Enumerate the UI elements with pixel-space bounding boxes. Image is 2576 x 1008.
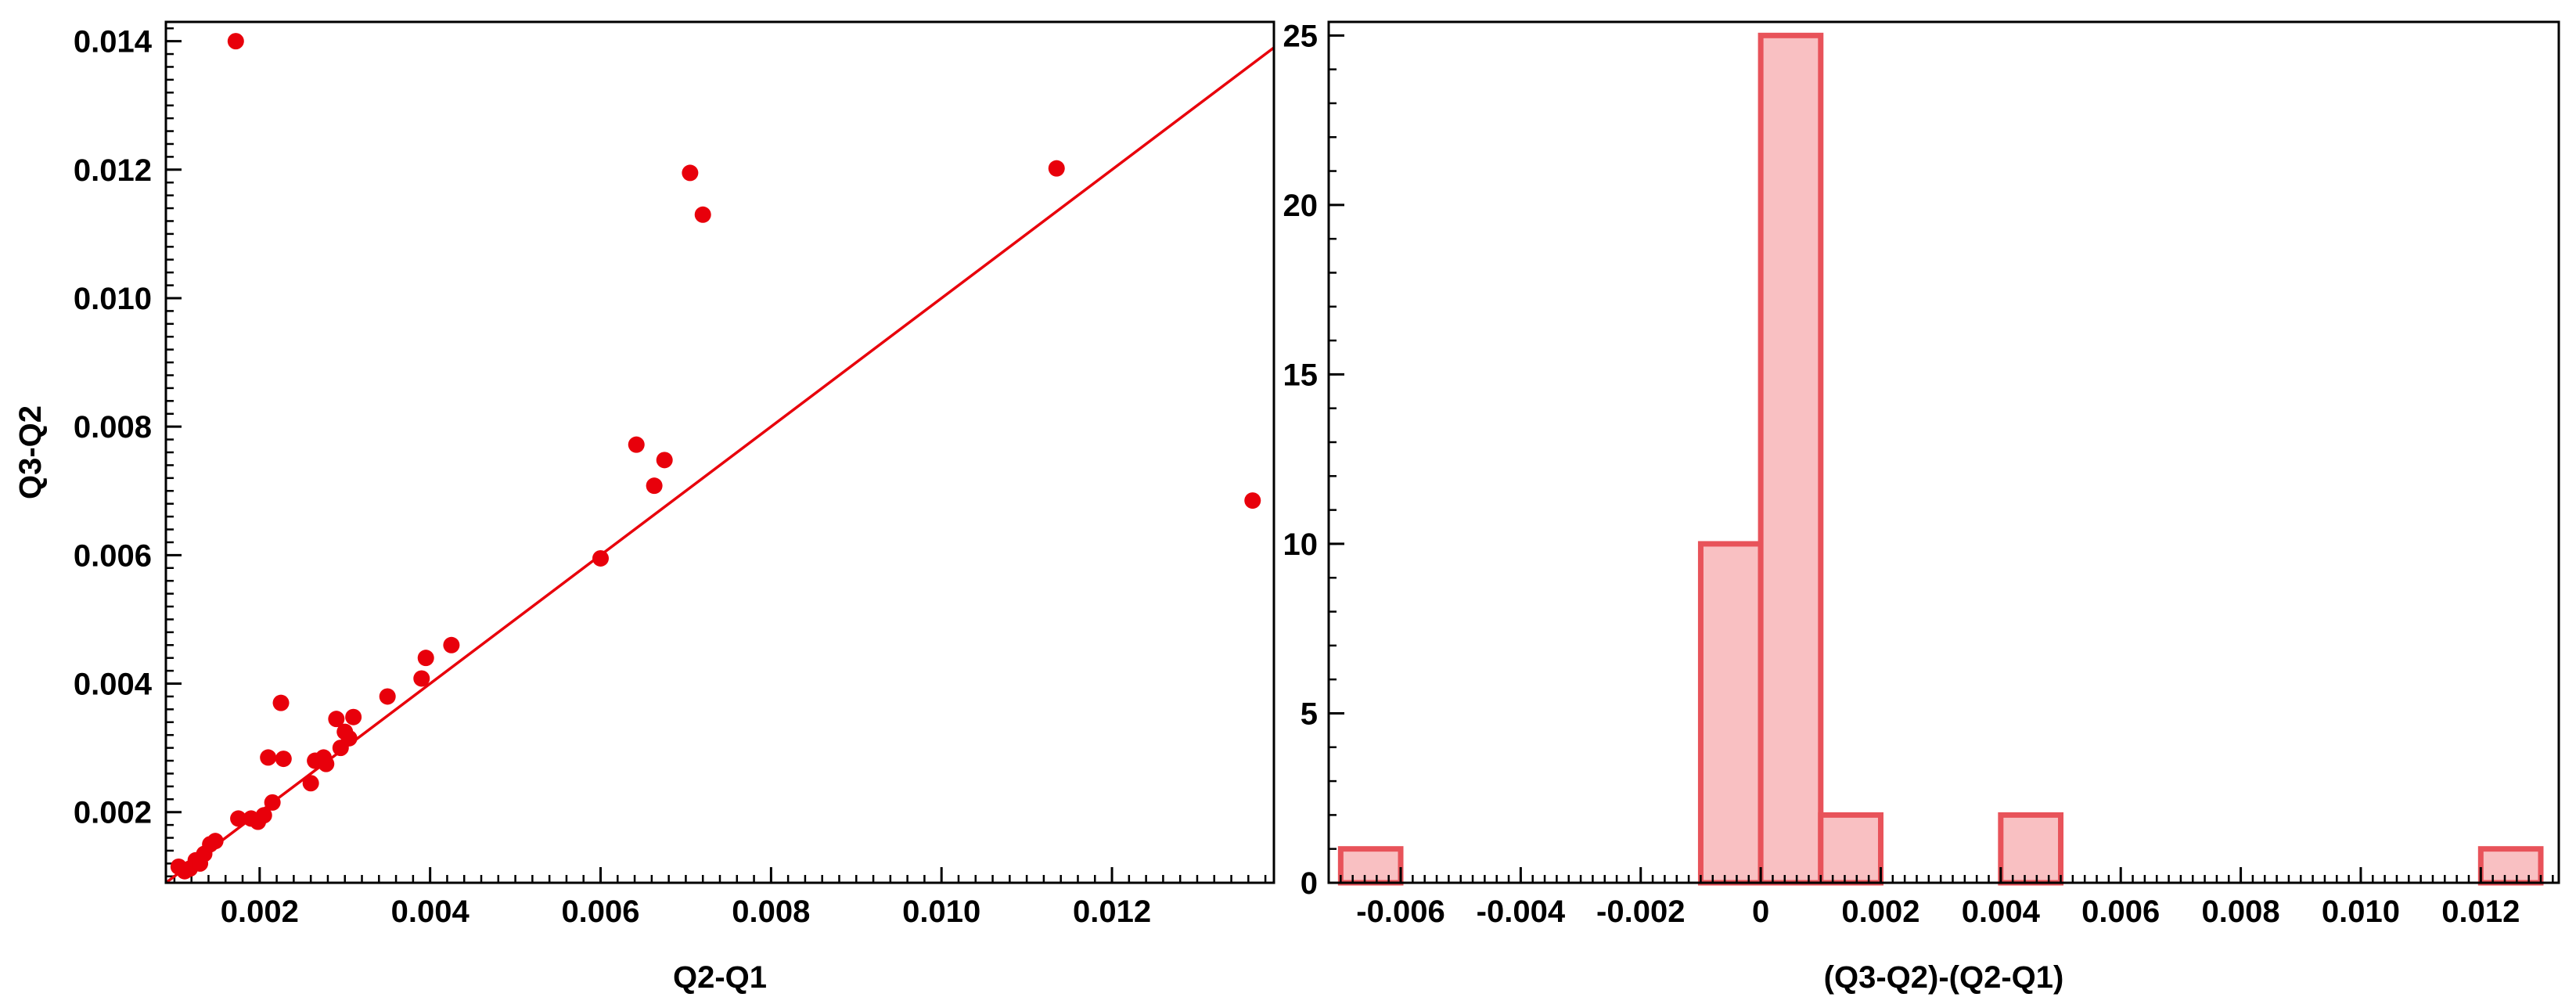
scatter-point (230, 810, 247, 827)
scatter-point (227, 33, 244, 50)
histogram-x-tick-label: 0.006 (2081, 895, 2160, 929)
scatter-ticks (166, 27, 1267, 883)
scatter-y-tick-label: 0.006 (74, 538, 152, 573)
scatter-point (255, 807, 272, 824)
histogram-x-tick-label: 0.010 (2322, 895, 2400, 929)
histogram-y-tick-label: 25 (1283, 19, 1319, 53)
scatter-point (682, 164, 699, 182)
scatter-point (1244, 492, 1261, 509)
scatter-x-tick-label: 0.006 (561, 895, 639, 929)
scatter-y-tick-label: 0.002 (74, 796, 152, 830)
scatter-tick-labels: 0.002 0.004 0.006 0.008 0.010 0.012 0.002 0.004… (74, 25, 1151, 929)
histogram-y-tick-label: 0 (1301, 866, 1318, 901)
histogram-x-tick-label: 0.002 (1841, 895, 1919, 929)
scatter-point (264, 794, 281, 811)
scatter-x-tick-label: 0.010 (902, 895, 980, 929)
scatter-point (207, 833, 224, 850)
scatter-plot-frame (164, 20, 1275, 884)
scatter-point (345, 708, 362, 725)
scatter-point (628, 436, 645, 453)
histogram-bar (1758, 32, 1824, 886)
histogram-x-tick-label: 0.004 (1962, 895, 2041, 929)
scatter-point (417, 650, 434, 667)
scatter-point (302, 775, 319, 792)
scatter-x-tick-label: 0.008 (732, 895, 810, 929)
scatter-point (328, 711, 345, 728)
histogram-y-tick-label: 5 (1301, 697, 1318, 731)
scatter-point (318, 755, 335, 772)
scatter-panel: 0.002 0.004 0.006 0.008 0.010 0.012 0.002 0.004… (13, 20, 1275, 995)
histogram-x-tick-label: 0.008 (2202, 895, 2280, 929)
scatter-point (1048, 160, 1065, 177)
scatter-point (646, 477, 663, 495)
scatter-y-tick-label: 0.010 (74, 282, 152, 316)
scatter-y-axis-label: Q3-Q2 (13, 405, 48, 499)
histogram-bar (1998, 812, 2064, 886)
scatter-point (413, 670, 430, 687)
histogram-bar (1818, 812, 1883, 886)
scatter-y-tick-label: 0.004 (74, 668, 153, 702)
histogram-x-tick-label: -0.004 (1477, 895, 1566, 929)
histogram-bar (2477, 846, 2544, 886)
histogram-x-tick-label: 0.012 (2441, 895, 2520, 929)
scatter-point (379, 688, 396, 705)
scatter-point (694, 206, 711, 223)
scatter-point (656, 452, 673, 469)
scatter-point (260, 749, 277, 766)
histogram-bar (1337, 846, 1404, 886)
histogram-x-tick-label: -0.006 (1356, 895, 1445, 929)
scatter-x-tick-label: 0.004 (391, 895, 470, 929)
histogram-bar (1697, 541, 1764, 886)
scatter-point (275, 751, 292, 768)
scatter-x-tick-label: 0.002 (221, 895, 299, 929)
scatter-x-tick-label: 0.012 (1073, 895, 1151, 929)
scatter-point (340, 729, 358, 747)
scatter-point (272, 694, 290, 711)
scatter-point (443, 636, 460, 653)
histogram-x-axis-label: (Q3-Q2)-(Q2-Q1) (1824, 960, 2064, 995)
histogram-y-tick-label: 15 (1283, 358, 1319, 392)
scatter-x-axis-label: Q2-Q1 (673, 960, 767, 995)
histogram-bars (1337, 32, 2544, 886)
scatter-y-tick-label: 0.008 (74, 410, 152, 445)
scatter-points (170, 33, 1261, 880)
histogram-x-tick-label: -0.002 (1596, 895, 1685, 929)
fit-line (164, 46, 1275, 884)
histogram-y-tick-label: 10 (1283, 527, 1319, 562)
scatter-y-tick-label: 0.012 (74, 153, 152, 188)
scatter-y-tick-label: 0.014 (74, 25, 153, 59)
histogram-panel: -0.006 -0.004 -0.002 0 0.002 0.004 0.006 0.008 0… (1283, 19, 2560, 995)
histogram-ticks (1327, 34, 2554, 884)
histogram-plot-frame (1327, 20, 2560, 884)
scatter-point (592, 549, 610, 567)
histogram-x-tick-label: 0 (1752, 895, 1769, 929)
histogram-tick-labels: -0.006 -0.004 -0.002 0 0.002 0.004 0.006 0.008 0… (1283, 19, 2520, 929)
histogram-y-tick-label: 20 (1283, 189, 1319, 223)
